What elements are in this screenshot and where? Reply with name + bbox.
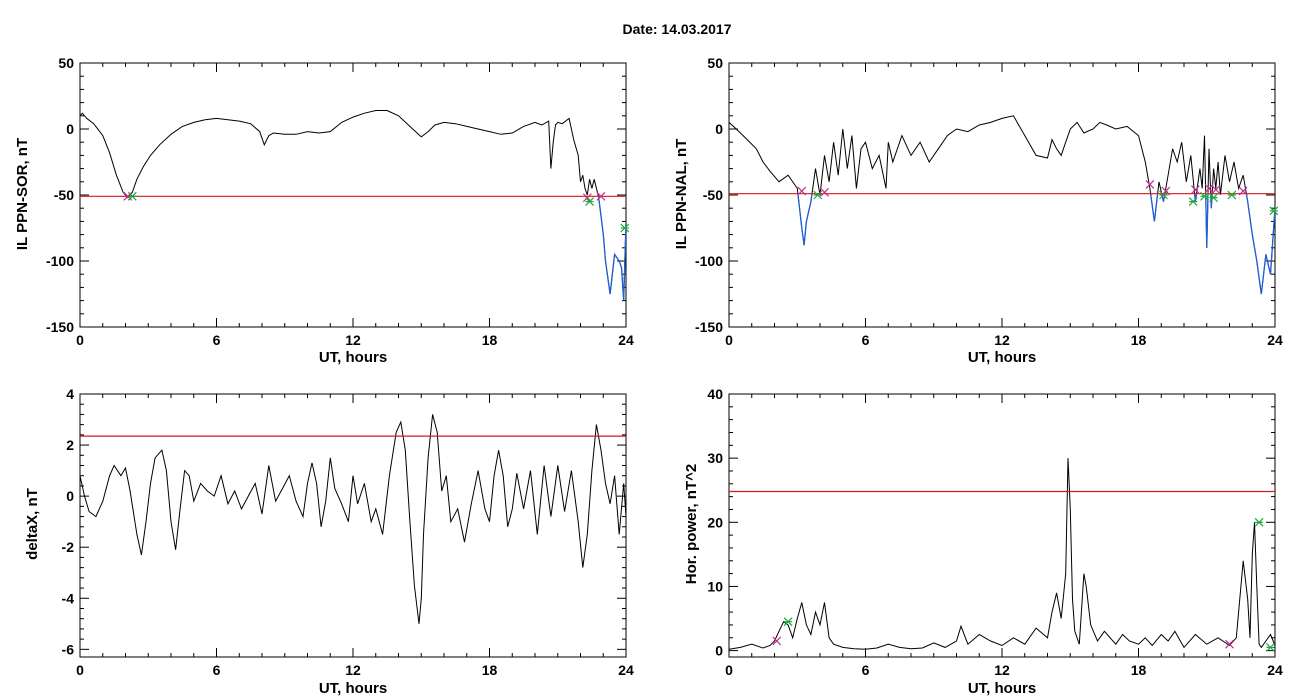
series-line	[80, 110, 626, 301]
event-marker	[1161, 186, 1171, 196]
panel-hor-power: Hor. power, nT^2 UT, hours 0 6 12 18 24 0 10 20…	[683, 386, 1283, 697]
event-marker	[783, 617, 793, 627]
event-marker	[1211, 185, 1221, 195]
x-tick-label: 0	[725, 332, 733, 348]
x-tick-label: 18	[482, 332, 498, 348]
event-marker	[1145, 180, 1155, 189]
y-tick-label: 0	[715, 643, 723, 659]
series-line	[729, 458, 1275, 650]
x-axis-label: UT, hours	[968, 680, 1036, 697]
y-tick-label: 0	[715, 121, 723, 137]
x-tick-label: 12	[345, 662, 361, 678]
y-tick-label: 30	[707, 450, 723, 466]
x-tick-label: 0	[76, 662, 84, 678]
event-marker	[1238, 186, 1248, 196]
y-tick-label: 0	[66, 488, 74, 504]
x-tick-label: 6	[213, 662, 221, 678]
event-marker	[1190, 185, 1200, 195]
event-marker	[797, 186, 807, 196]
x-tick-label: 24	[1267, 332, 1283, 348]
event-marker	[1269, 206, 1279, 216]
x-tick-label: 24	[1267, 662, 1283, 678]
event-marker	[1159, 190, 1168, 200]
x-tick-label: 12	[994, 662, 1010, 678]
y-axis-label: deltaX, nT	[24, 488, 41, 560]
plot-frame	[728, 393, 1276, 658]
event-marker	[1227, 190, 1237, 200]
y-tick-label: -100	[695, 253, 723, 269]
y-tick-label: 50	[58, 55, 74, 71]
y-tick-label: -150	[46, 319, 74, 335]
plot-frame	[79, 62, 627, 328]
y-tick-label: 0	[66, 121, 74, 137]
series-line	[729, 115, 1275, 295]
y-tick-label: 4	[66, 386, 74, 402]
x-tick-label: 0	[76, 332, 84, 348]
y-tick-label: -150	[695, 319, 723, 335]
plot-frame	[728, 62, 1276, 328]
series-below-threshold	[797, 193, 1275, 295]
x-axis-label: UT, hours	[968, 349, 1036, 366]
y-axis-label: IL PPN-SOR, nT	[14, 138, 31, 250]
x-tick-label: 18	[1131, 662, 1147, 678]
y-axis-label: IL PPN-NAL, nT	[673, 139, 690, 250]
x-tick-label: 24	[618, 332, 634, 348]
event-marker	[1225, 639, 1234, 649]
y-tick-label: -6	[62, 641, 75, 657]
y-tick-label: -50	[54, 187, 74, 203]
y-tick-label: 50	[707, 55, 723, 71]
x-tick-label: 6	[862, 662, 870, 678]
event-marker	[772, 636, 782, 646]
x-tick-label: 6	[862, 332, 870, 348]
figure-date-title: Date: 14.03.2017	[623, 21, 732, 37]
x-tick-label: 0	[725, 662, 733, 678]
series-line	[80, 414, 626, 624]
x-tick-label: 12	[994, 332, 1010, 348]
event-marker	[582, 193, 592, 203]
event-marker	[620, 223, 630, 233]
y-tick-label: 10	[707, 578, 723, 594]
event-marker	[127, 191, 137, 201]
y-tick-label: 20	[707, 514, 723, 530]
panel-ppn-sor: IL PPN-SOR, nT UT, hours 0 6 12 18 24 -150 -10…	[14, 55, 634, 366]
event-marker	[813, 190, 823, 200]
x-tick-label: 12	[345, 332, 361, 348]
event-marker	[585, 197, 595, 207]
y-tick-label: -2	[62, 539, 75, 555]
x-tick-label: 18	[482, 662, 498, 678]
y-tick-label: 2	[66, 437, 74, 453]
plot-frame	[79, 393, 627, 658]
x-tick-label: 6	[213, 332, 221, 348]
y-tick-label: 40	[707, 386, 723, 402]
event-marker	[820, 187, 829, 197]
series-below-threshold	[125, 196, 626, 301]
y-tick-label: -4	[62, 590, 75, 606]
x-tick-label: 24	[618, 662, 634, 678]
event-marker	[1266, 642, 1275, 652]
y-tick-label: -100	[46, 253, 74, 269]
panel-ppn-nal: IL PPN-NAL, nT UT, hours 0 6 12 18 24 -150 -10…	[673, 55, 1283, 366]
event-marker	[1204, 183, 1214, 193]
event-marker	[1254, 517, 1264, 527]
y-axis-label: Hor. power, nT^2	[683, 464, 700, 584]
event-marker	[1209, 193, 1218, 203]
x-axis-label: UT, hours	[319, 680, 387, 697]
event-marker	[1188, 197, 1198, 207]
event-marker	[1200, 191, 1209, 201]
y-tick-label: -50	[703, 187, 723, 203]
x-axis-label: UT, hours	[319, 349, 387, 366]
x-tick-label: 18	[1131, 332, 1147, 348]
event-marker	[596, 191, 606, 201]
